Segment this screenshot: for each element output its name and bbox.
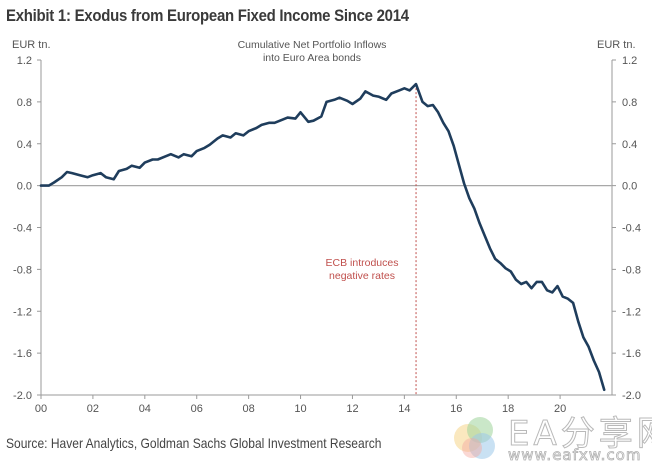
axes: 1.2 1.2 0.8 0.8 0.4 0.4 0.0 0.0 -0.4 -0.4 -0.8 -0.8… (13, 55, 641, 415)
x-tick-label: 18 (502, 403, 514, 415)
y-tick-label-right: 0.0 (622, 181, 637, 193)
y-tick-label-left: -1.2 (13, 306, 32, 318)
annotation-text-line-2: negative rates (329, 270, 395, 282)
x-tick-label: 14 (398, 403, 410, 415)
x-tick-label: 10 (294, 403, 306, 415)
x-tick-label: 06 (191, 403, 203, 415)
chart-title: Exhibit 1: Exodus from European Fixed In… (6, 6, 409, 25)
x-tick-label: 00 (35, 403, 47, 415)
watermark: EA分享网 www.eafxw.com (448, 408, 652, 465)
y-axis-label-right: EUR tn. (597, 39, 636, 51)
x-tick-label: 08 (243, 403, 255, 415)
y-tick-label-right: -2.0 (622, 390, 641, 402)
source-note: Source: Haver Analytics, Goldman Sachs G… (6, 435, 382, 451)
watermark-url: www.eafxw.com (508, 446, 642, 465)
y-tick-label-left: 0.8 (17, 97, 32, 109)
watermark-text: EA分享网 (508, 414, 652, 455)
series-line (39, 82, 606, 392)
y-axis-label-left: EUR tn. (12, 39, 51, 51)
x-tick-label: 20 (554, 403, 566, 415)
x-tick-label: 16 (450, 403, 462, 415)
y-tick-label-left: -0.4 (13, 223, 32, 235)
y-tick-label-left: -2.0 (13, 390, 32, 402)
x-tick-label: 04 (139, 403, 151, 415)
y-tick-label-left: 0.0 (17, 181, 32, 193)
annotation-text-line-1: ECB introduces (326, 257, 399, 269)
x-tick-label: 12 (346, 403, 358, 415)
y-tick-label-right: -0.8 (622, 264, 641, 276)
chart-subtitle-line-1: Cumulative Net Portfolio Inflows (238, 39, 387, 51)
y-tick-label-right: 1.2 (622, 55, 637, 67)
y-tick-label-right: -1.2 (622, 306, 641, 318)
watermark-logo-icon (454, 417, 495, 459)
y-tick-label-left: 1.2 (17, 55, 32, 67)
chart-subtitle-line-2: into Euro Area bonds (263, 52, 361, 64)
y-tick-label-right: 0.4 (622, 139, 637, 151)
y-tick-label-left: -0.8 (13, 264, 32, 276)
y-tick-label-left: 0.4 (17, 139, 32, 151)
x-tick-label: 02 (87, 403, 99, 415)
y-tick-label-left: -1.6 (13, 348, 32, 360)
y-tick-label-right: 0.8 (622, 97, 637, 109)
y-tick-label-right: -0.4 (622, 223, 641, 235)
series-group (39, 82, 606, 392)
y-tick-label-right: -1.6 (622, 348, 641, 360)
